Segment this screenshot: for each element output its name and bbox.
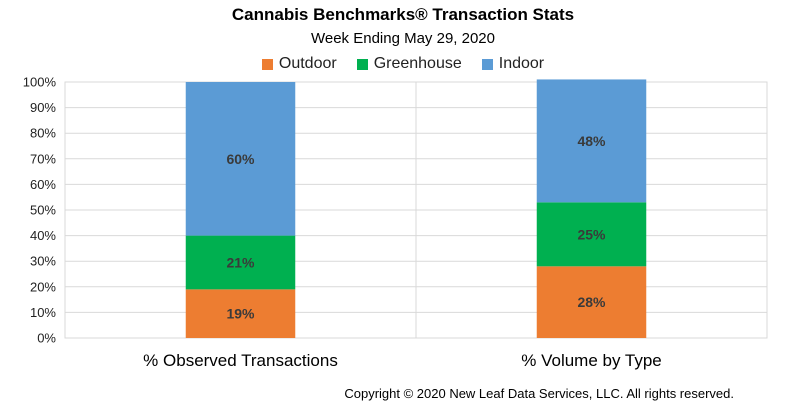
- y-tick-label: 50%: [30, 203, 56, 218]
- legend-item-outdoor: Outdoor: [261, 55, 337, 73]
- data-label: 19%: [226, 306, 255, 322]
- bar-outdoor-1: [185, 289, 296, 338]
- y-tick-label: 30%: [30, 254, 56, 269]
- y-tick-label: 100%: [23, 75, 57, 90]
- bar-indoor-1: [185, 82, 296, 236]
- legend-label-greenhouse: Greenhouse: [373, 55, 462, 72]
- y-tick-label: 40%: [30, 228, 56, 243]
- legend-swatch-greenhouse: [356, 58, 368, 70]
- legend-label-outdoor: Outdoor: [278, 55, 337, 72]
- y-tick-label: 20%: [30, 279, 56, 294]
- chart-title: Cannabis Benchmarks® Transaction Stats: [231, 5, 575, 24]
- bar-outdoor-2: [536, 266, 647, 338]
- legend-label-indoor: Indoor: [498, 55, 545, 72]
- legend-swatch-outdoor: [261, 58, 273, 70]
- legend-swatch-indoor: [481, 58, 493, 70]
- data-label: 60%: [226, 151, 255, 167]
- y-tick-label: 10%: [30, 305, 56, 320]
- y-tick-label: 70%: [30, 151, 56, 166]
- x-category-label: % Volume by Type: [521, 351, 662, 370]
- data-label: 25%: [577, 226, 606, 242]
- legend-item-indoor: Indoor: [481, 55, 545, 73]
- y-tick-label: 90%: [30, 100, 56, 115]
- data-label: 21%: [226, 254, 255, 270]
- chart-subtitle: Week Ending May 29, 2020: [310, 30, 495, 47]
- copyright-notice: Copyright © 2020 New Leaf Data Services,…: [344, 386, 734, 401]
- y-tick-label: 0%: [37, 331, 56, 346]
- data-label: 28%: [577, 294, 606, 310]
- legend-item-greenhouse: Greenhouse: [356, 55, 462, 73]
- legend: Outdoor Greenhouse Indoor: [0, 55, 806, 73]
- bar-indoor-2: [536, 79, 647, 203]
- data-label: 48%: [577, 133, 606, 149]
- x-category-label: % Observed Transactions: [143, 351, 338, 370]
- bar-greenhouse-1: [185, 235, 296, 290]
- bar-greenhouse-2: [536, 202, 647, 267]
- y-tick-label: 80%: [30, 126, 56, 141]
- y-tick-label: 60%: [30, 177, 56, 192]
